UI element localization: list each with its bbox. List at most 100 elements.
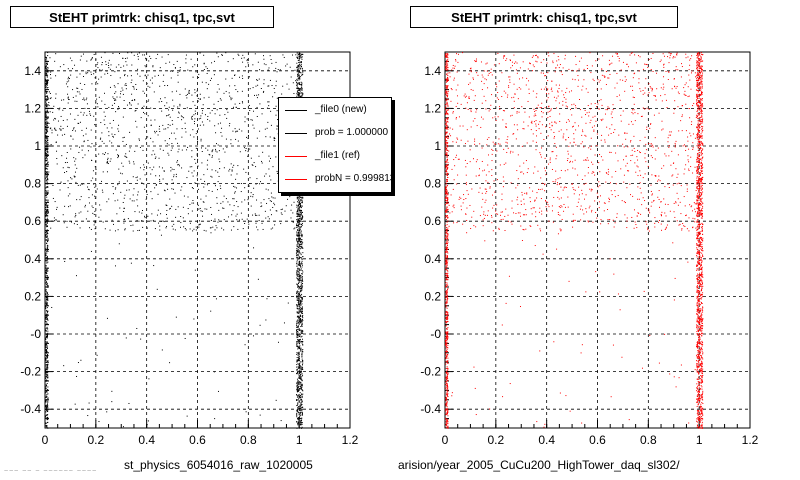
scatter-point: [697, 203, 699, 205]
scatter-point: [45, 78, 47, 80]
scatter-point: [556, 60, 558, 62]
scatter-point: [47, 162, 49, 164]
scatter-point: [296, 299, 298, 301]
scatter-point: [167, 188, 169, 190]
scatter-point: [296, 411, 298, 413]
scatter-point: [181, 167, 183, 169]
scatter-point: [94, 166, 96, 168]
scatter-point: [265, 136, 267, 138]
scatter-point: [297, 286, 299, 288]
scatter-point: [171, 147, 173, 149]
scatter-point: [298, 295, 300, 297]
scatter-point: [150, 124, 152, 126]
scatter-point: [301, 214, 303, 216]
scatter-point: [144, 54, 146, 56]
scatter-point: [298, 239, 300, 241]
scatter-point: [297, 353, 299, 355]
scatter-point: [675, 202, 677, 204]
scatter-point: [655, 175, 657, 177]
scatter-point: [260, 202, 262, 204]
scatter-point: [47, 369, 49, 371]
scatter-point: [664, 228, 666, 230]
scatter-point: [297, 95, 299, 97]
scatter-point: [517, 154, 519, 156]
scatter-point: [70, 74, 72, 76]
scatter-point: [301, 224, 303, 226]
scatter-point: [155, 175, 157, 177]
scatter-point: [298, 398, 300, 400]
scatter-point: [290, 217, 292, 219]
scatter-point: [293, 93, 295, 95]
scatter-point: [297, 388, 299, 390]
scatter-point: [267, 189, 269, 191]
scatter-point: [76, 91, 78, 93]
scatter-point: [611, 124, 613, 126]
scatter-point: [160, 234, 162, 236]
scatter-point: [533, 108, 535, 110]
scatter-point: [465, 107, 467, 109]
scatter-point: [297, 258, 299, 260]
scatter-point: [543, 88, 545, 90]
scatter-point: [610, 113, 612, 115]
scatter-point: [617, 56, 619, 58]
scatter-point: [300, 202, 302, 204]
scatter-point: [603, 202, 605, 204]
scatter-point: [581, 116, 583, 118]
scatter-point: [160, 213, 162, 215]
scatter-point: [216, 109, 218, 111]
scatter-point: [656, 72, 658, 74]
scatter-point: [174, 229, 176, 231]
scatter-point: [181, 186, 183, 188]
scatter-point: [200, 140, 202, 142]
y-tick-label: -0: [30, 327, 41, 341]
scatter-point: [534, 54, 536, 56]
scatter-point: [300, 410, 302, 412]
scatter-point: [505, 123, 507, 125]
scatter-point: [302, 407, 304, 409]
scatter-point: [45, 254, 47, 256]
scatter-point: [495, 143, 497, 145]
scatter-point: [503, 90, 505, 92]
scatter-point: [465, 174, 467, 176]
scatter-point: [173, 176, 175, 178]
scatter-point: [301, 358, 303, 360]
scatter-point: [104, 124, 106, 126]
scatter-point: [300, 81, 302, 83]
scatter-point: [177, 151, 179, 153]
scatter-point: [45, 367, 47, 369]
scatter-point: [298, 407, 300, 409]
scatter-point: [626, 132, 628, 134]
scatter-point: [505, 141, 507, 143]
scatter-point: [268, 101, 270, 103]
scatter-point: [47, 371, 49, 373]
scatter-point: [171, 91, 173, 93]
scatter-point: [651, 90, 653, 92]
scatter-point: [587, 167, 589, 169]
scatter-point: [297, 311, 299, 313]
scatter-point: [300, 226, 302, 228]
scatter-point: [256, 226, 258, 228]
scatter-point: [301, 233, 303, 235]
scatter-point: [66, 81, 68, 83]
scatter-point: [241, 130, 243, 132]
scatter-point: [234, 85, 236, 87]
scatter-point: [56, 208, 58, 210]
scatter-point: [47, 82, 49, 84]
scatter-point: [639, 182, 641, 184]
scatter-point: [111, 127, 113, 129]
scatter-point: [299, 366, 301, 368]
scatter-point: [100, 76, 102, 78]
scatter-point: [151, 154, 153, 156]
scatter-point: [74, 164, 76, 166]
scatter-point: [45, 265, 47, 267]
scatter-point: [72, 138, 74, 140]
scatter-point: [124, 84, 126, 86]
scatter-point: [103, 111, 105, 113]
scatter-point: [691, 205, 693, 207]
scatter-point: [462, 202, 464, 204]
scatter-point: [626, 63, 628, 65]
scatter-point: [301, 87, 303, 89]
scatter-point: [299, 222, 301, 224]
scatter-point: [105, 61, 107, 63]
scatter-point: [296, 399, 298, 401]
